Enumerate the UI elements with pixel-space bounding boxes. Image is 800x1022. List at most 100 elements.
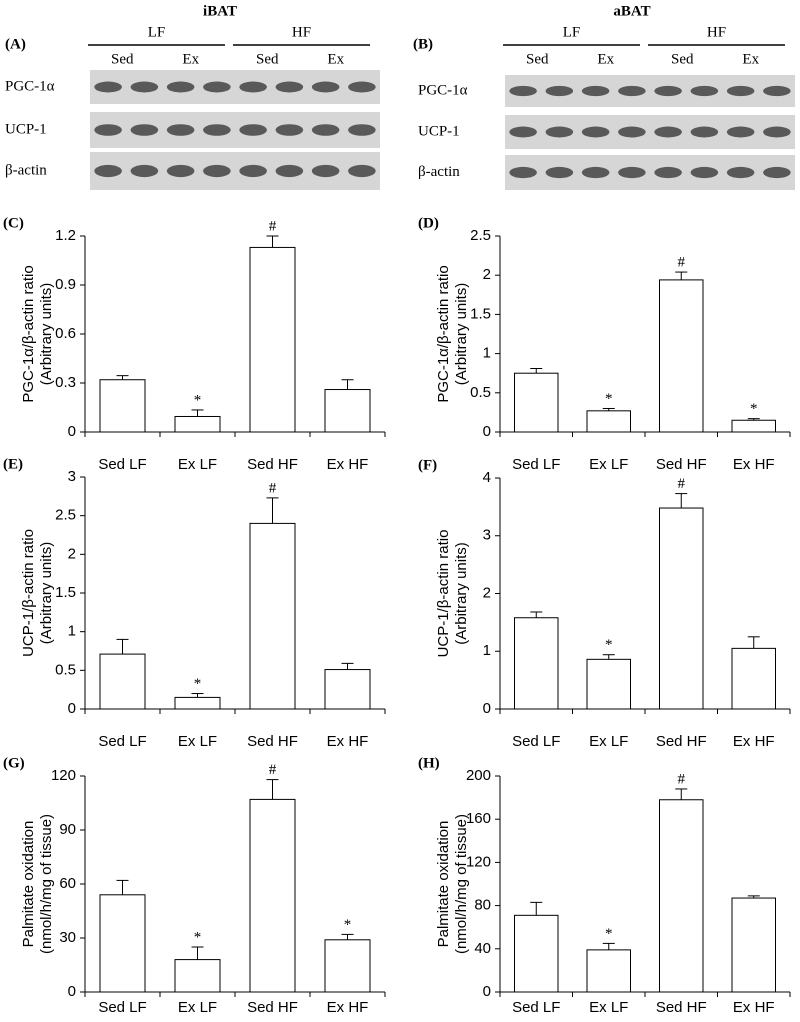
y-tick-label: 90 (59, 821, 76, 838)
bar (514, 372, 559, 433)
bar (324, 389, 371, 433)
y-axis-label: Palmitate oxidation (435, 821, 452, 948)
y-tick-label: 0 (68, 423, 76, 440)
blot-band (239, 81, 267, 93)
blot-band (763, 166, 791, 179)
blot-band (239, 124, 267, 136)
blot-band (275, 164, 304, 178)
blot-band (348, 124, 376, 136)
bar (324, 939, 371, 993)
blot-band (581, 166, 610, 179)
blot-band (311, 164, 340, 178)
blot-band (690, 85, 719, 97)
y-tick-label: 3 (483, 527, 491, 544)
blot-band (690, 126, 719, 138)
y-axis-label: (nmol/h/mg of tissue) (38, 814, 55, 954)
blot-band (348, 164, 376, 178)
y-axis-label: (nmol/h/mg of tissue) (453, 814, 470, 954)
y-tick-label: 0 (483, 423, 491, 440)
x-tick-label: Sed HF (247, 733, 298, 750)
significance-marker: # (269, 218, 277, 234)
x-tick-label: Ex LF (589, 733, 628, 750)
y-axis-label: (Arbitrary units) (38, 542, 55, 645)
group-label: HF (292, 24, 311, 40)
panel-label: (C) (3, 215, 24, 231)
blot-band (130, 124, 159, 136)
blot-band (726, 126, 755, 138)
blot-row-label: UCP-1 (5, 121, 47, 137)
significance-marker: * (605, 926, 613, 942)
y-tick-label: 1 (483, 642, 491, 659)
bar (174, 959, 221, 993)
x-tick-label: Ex HF (733, 733, 775, 750)
blot-band (618, 166, 646, 179)
y-tick-label: 1 (483, 345, 491, 362)
y-tick-label: 120 (51, 767, 76, 784)
y-tick-label: 0 (68, 983, 76, 1000)
y-tick-label: 0.9 (55, 276, 76, 293)
y-tick-label: 200 (466, 767, 491, 784)
blot-band (348, 81, 376, 93)
significance-marker: # (678, 476, 686, 492)
y-tick-label: 1.5 (470, 305, 491, 322)
y-axis-label: (Arbitrary units) (38, 283, 55, 386)
y-tick-label: 80 (474, 897, 491, 914)
blot-band (130, 164, 159, 178)
bar (586, 410, 631, 433)
panel-label: (B) (413, 36, 433, 52)
y-tick-label: 2 (483, 584, 491, 601)
y-tick-label: 1.2 (55, 227, 76, 244)
blot-band (203, 81, 231, 93)
bar (731, 897, 776, 993)
x-tick-label: Ex HF (327, 456, 369, 473)
blot-band (203, 124, 231, 136)
blot-row-label: PGC-1α (418, 82, 468, 98)
x-tick-label: Sed LF (98, 999, 146, 1016)
blot-row-label: β-actin (5, 162, 47, 178)
y-axis-label: PGC-1α/β-actin ratio (435, 265, 452, 402)
significance-marker: # (269, 762, 277, 778)
x-tick-label: Sed LF (98, 456, 146, 473)
bar (99, 894, 146, 993)
blot-band (239, 164, 267, 178)
x-tick-label: Ex LF (178, 733, 217, 750)
blot-band (763, 126, 791, 138)
y-tick-label: 2 (483, 266, 491, 283)
subgroup-label: Sed (256, 51, 279, 67)
blot-band (166, 164, 195, 178)
blot-row-label: β-actin (418, 164, 460, 180)
blot-band (311, 124, 340, 136)
blot-band (618, 126, 646, 138)
y-tick-label: 0.5 (470, 384, 491, 401)
blot-band (275, 81, 304, 93)
blot-row-label: PGC-1α (5, 78, 55, 94)
x-tick-label: Sed HF (656, 456, 707, 473)
y-tick-label: 1.5 (55, 584, 76, 601)
bar (514, 914, 559, 993)
x-tick-label: Sed LF (98, 733, 146, 750)
blot-band (94, 81, 122, 93)
panel-label: (D) (418, 215, 439, 231)
subgroup-label: Ex (327, 51, 344, 67)
bar (659, 507, 704, 710)
blot-title: aBAT (613, 3, 650, 19)
y-tick-label: 60 (59, 875, 76, 892)
bar (99, 653, 146, 710)
y-tick-label: 30 (59, 929, 76, 946)
y-tick-label: 2 (68, 545, 76, 562)
blot-band (311, 81, 340, 93)
bar (174, 696, 221, 710)
y-tick-label: 40 (474, 940, 491, 957)
blot-band (545, 85, 574, 97)
x-tick-label: Sed LF (512, 999, 560, 1016)
panel-label: (F) (418, 457, 437, 473)
blot-band (94, 124, 122, 136)
y-tick-label: 0.5 (55, 661, 76, 678)
blot-title: iBAT (203, 3, 237, 19)
x-tick-label: Sed HF (656, 999, 707, 1016)
x-tick-label: Sed HF (247, 999, 298, 1016)
group-label: LF (563, 24, 581, 40)
blot-band (618, 85, 646, 97)
subgroup-label: Sed (671, 51, 694, 67)
blot-band (94, 164, 122, 178)
